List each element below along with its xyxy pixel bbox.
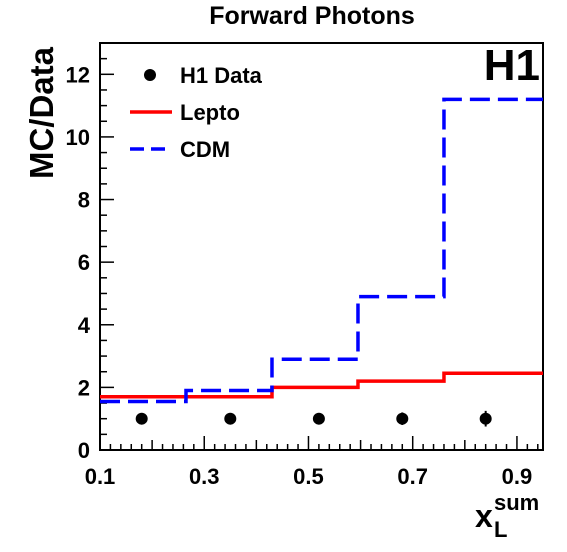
- x-axis-label: x L sum: [475, 490, 539, 542]
- series-lepto-line: [100, 371, 543, 399]
- legend-label-cdm: CDM: [180, 137, 230, 162]
- experiment-label: H1: [484, 41, 540, 90]
- y-tick-label: 10: [66, 125, 90, 150]
- data-point: [396, 412, 409, 425]
- y-tick-label: 12: [66, 62, 90, 87]
- legend: H1 Data Lepto CDM: [130, 63, 263, 162]
- data-point: [224, 412, 237, 425]
- x-axis-label-sup: sum: [494, 490, 539, 515]
- x-tick-label: 0.5: [293, 464, 324, 489]
- chart-title: Forward Photons: [209, 2, 415, 30]
- legend-marker-data: [144, 69, 156, 81]
- x-axis-label-main: x: [475, 498, 493, 534]
- plot-area: 0 2 4 6 8 10 12 0.1 0.3 0.5 0.7 0.9: [66, 42, 544, 489]
- legend-label-data: H1 Data: [180, 63, 263, 88]
- y-tick-label: 0: [78, 438, 90, 463]
- x-axis-label-sub: L: [494, 517, 507, 542]
- data-point: [135, 412, 148, 425]
- y-axis-label: MC/Data: [23, 46, 60, 179]
- data-point: [312, 412, 325, 425]
- x-tick-label: 0.7: [397, 464, 428, 489]
- y-tick-label: 4: [78, 313, 91, 338]
- data-point: [479, 412, 492, 425]
- y-tick-label: 8: [78, 188, 90, 213]
- legend-label-lepto: Lepto: [180, 100, 240, 125]
- y-tick-label: 2: [78, 375, 90, 400]
- x-tick-label: 0.9: [502, 464, 533, 489]
- x-tick-label: 0.1: [85, 464, 116, 489]
- y-tick-label: 6: [78, 250, 90, 275]
- series-cdm-line: [100, 97, 543, 404]
- x-tick-label: 0.3: [189, 464, 220, 489]
